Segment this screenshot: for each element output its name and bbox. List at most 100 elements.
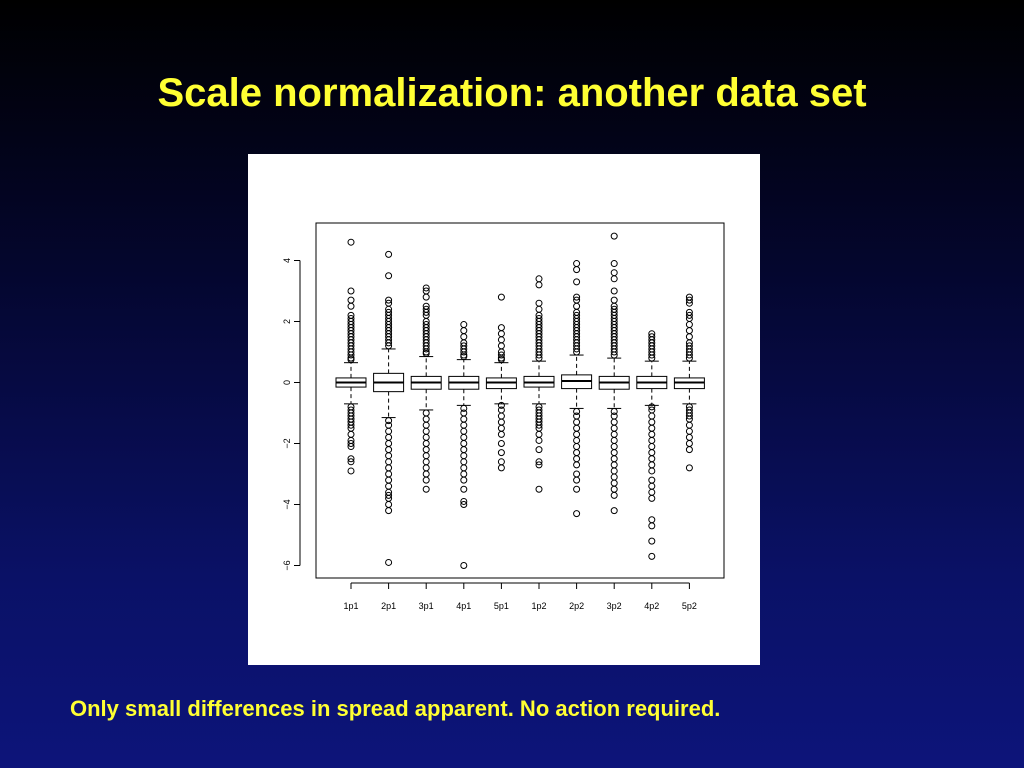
outlier-point [610,507,618,515]
outlier-point [573,485,581,493]
outlier-point [610,232,618,240]
outlier-point [535,281,543,289]
outlier-point [610,467,618,475]
outlier-point [535,430,543,438]
outlier-point [460,327,468,335]
x-tick-label: 1p1 [343,601,358,611]
outlier-point [535,446,543,454]
outlier-point [422,476,430,484]
outlier-point [573,266,581,274]
outlier-point [648,424,656,432]
outlier-point [422,458,430,466]
outlier-point [460,427,468,435]
outlier-point [347,467,355,475]
outlier-point [610,407,618,415]
outlier-point [573,443,581,451]
outlier-point [685,427,693,435]
x-tick-label: 4p2 [644,601,659,611]
outlier-point [610,260,618,268]
outlier-point [385,501,393,508]
outlier-point [648,482,656,490]
outlier-point [535,275,543,283]
boxplot-panel: −6 −4 −2 0 2 4 1p1 2p1 3p1 4p1 5p1 1p2 2p2 3p2 4p2 5p2 [248,154,760,665]
outlier-point [573,424,581,432]
slide-title: Scale normalization: another data set [157,71,867,115]
outlier-point [460,404,468,412]
outlier-point [648,449,656,457]
outlier-point [422,433,430,441]
outlier-point [385,458,393,466]
outlier-point [648,467,656,475]
outlier-point [497,336,505,344]
outlier-point [385,250,393,258]
outlier-point [685,464,693,472]
outlier-point [422,452,430,460]
outlier-point [685,354,693,362]
outlier-point [573,348,581,356]
outlier-point [460,348,468,356]
outlier-point [497,449,505,457]
outlier-point [497,356,505,364]
slide-caption: Only small differences in spread apparen… [70,696,721,721]
outlier-point [648,443,656,451]
outlier-point [610,436,618,444]
y-tick-label: 0 [282,380,292,385]
outlier-point [422,485,430,493]
outlier-point [573,476,581,484]
x-tick-label: 5p2 [682,601,697,611]
outlier-point [497,418,505,426]
outlier-point [610,473,618,481]
outlier-point [685,333,693,341]
outlier-point [422,421,430,429]
outlier-point [610,287,618,295]
outlier-point [535,305,543,313]
outlier-point [385,296,393,304]
outlier-point [648,455,656,463]
outlier-point [610,491,618,499]
outlier-point [422,440,430,447]
outlier-point [573,449,581,457]
outlier-point [347,421,355,429]
outlier-point [422,350,430,358]
outlier-point [685,433,693,441]
outlier-point [648,461,656,469]
outlier-point [685,446,693,454]
outlier-point [648,430,656,438]
outlier-point [535,354,543,362]
outlier-point [422,415,430,423]
outlier-point [573,412,581,420]
outlier-point [422,427,430,435]
outlier-point [460,470,468,478]
outlier-point [648,436,656,444]
outlier-point [385,470,393,478]
outlier-point [535,436,543,444]
outlier-point [422,293,430,301]
outlier-point [385,491,393,499]
outlier-point [422,470,430,478]
outlier-point [460,433,468,441]
outlier-point [610,275,618,283]
outlier-point [685,421,693,429]
outlier-point [497,430,505,438]
outlier-point [573,436,581,444]
outlier-point [648,488,656,496]
outlier-point [535,458,543,466]
outlier-point [685,327,693,335]
x-tick-label: 2p1 [381,601,396,611]
outlier-point [648,412,656,420]
outlier-point [497,324,505,332]
outlier-point [610,412,618,420]
outlier-point [460,501,468,508]
outlier-point [385,482,393,490]
outlier-point [460,353,468,361]
boxplot-chart: −6 −4 −2 0 2 4 1p1 2p1 3p1 4p1 5p1 1p2 2p2 3p2 4p2 5p2 [282,222,725,611]
outlier-point [460,562,468,569]
outlier-point [535,421,543,429]
outlier-point [385,446,393,454]
outlier-point [497,293,505,301]
outlier-point [535,299,543,307]
outlier-point [422,409,430,417]
outlier-point [460,421,468,429]
x-tick-label: 2p2 [569,601,584,611]
outlier-point [573,510,581,518]
